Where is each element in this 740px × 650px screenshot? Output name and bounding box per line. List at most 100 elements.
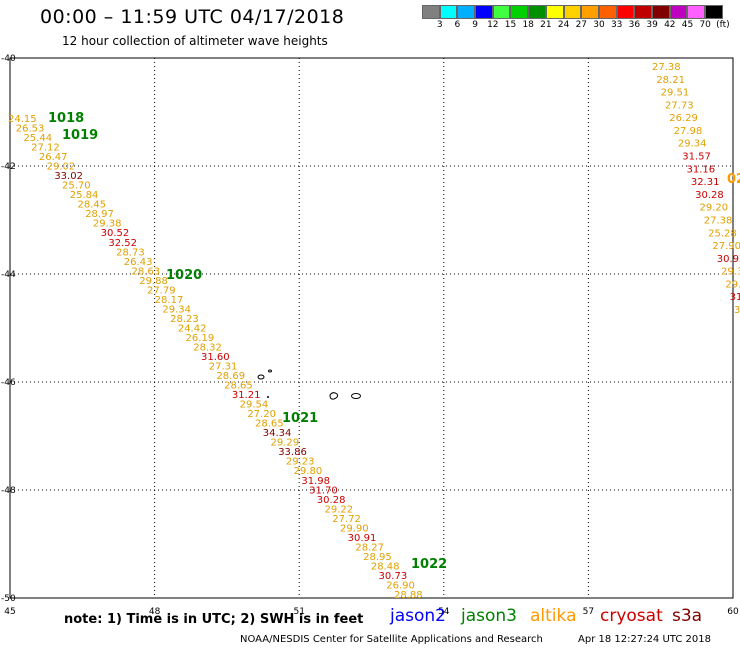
legend-label: 36 [628, 20, 641, 30]
legend-label: (ft) [716, 20, 730, 30]
swh-value-right: 27.38 [652, 62, 681, 73]
legend-jason3: jason3 [461, 606, 517, 626]
lat-tick-label: -40 [1, 54, 16, 64]
legend-s3a: s3a [672, 606, 703, 626]
island-shape [268, 369, 272, 373]
swh-value-right: 29.51 [661, 88, 690, 99]
lat-tick-label: -48 [1, 486, 16, 496]
swh-value-left: 31.70 [309, 485, 338, 496]
swh-value-left: 33.02 [54, 171, 83, 182]
lon-tick-label: 54 [438, 607, 450, 617]
swh-value-right: 28.21 [656, 75, 685, 86]
pressure-label: 1022 [411, 557, 447, 572]
swh-value-left: 29.23 [286, 457, 315, 468]
swh-value-left: 29.02 [47, 162, 76, 173]
legend-color-16 [705, 5, 723, 19]
legend-color-10 [598, 5, 617, 19]
swh-value-left: 29.34 [162, 304, 191, 315]
swh-value-right: 29. [725, 279, 740, 290]
swh-value-left: 28.65 [255, 419, 284, 430]
lat-tick-label: -46 [1, 378, 16, 388]
swh-value-left: 30.28 [317, 495, 346, 506]
swh-value-right: 29.3 [721, 267, 740, 278]
legend-color-8 [563, 5, 582, 19]
footer-timestamp: Apr 18 12:27:24 UTC 2018 [578, 634, 711, 645]
pressure-label: 02 [727, 172, 740, 187]
legend-color-6 [528, 5, 546, 19]
swh-value-left: 30.73 [379, 571, 408, 582]
swh-value-left: 28.32 [193, 342, 222, 353]
legend-label: 9 [472, 20, 478, 30]
swh-value-left: 28.45 [77, 200, 106, 211]
island-shape [257, 374, 265, 380]
legend-label: 18 [522, 20, 534, 30]
swh-value-right: 30.92 [717, 254, 740, 265]
swh-value-left: 27.72 [332, 514, 361, 525]
units-note: note: 1) Time is in UTC; 2) SWH is in fe… [64, 612, 364, 627]
swh-value-left: 26.19 [186, 333, 215, 344]
swh-value-left: 26.90 [386, 580, 415, 591]
swh-value-left: 27.79 [147, 285, 176, 296]
swh-value-left: 28.95 [363, 552, 392, 563]
legend-jason2: jason2 [390, 606, 446, 626]
legend-color-11 [616, 5, 635, 19]
swh-value-left: 28.73 [116, 247, 145, 258]
swh-value-left: 28.63 [132, 266, 161, 277]
swh-value-right: 29.20 [699, 203, 728, 214]
swh-value-left: 28.17 [155, 295, 184, 306]
lon-tick-label: 51 [293, 607, 304, 617]
lon-tick-label: 57 [583, 607, 594, 617]
legend-color-5 [510, 5, 529, 19]
legend-label: 33 [610, 20, 623, 30]
swh-value-right: 30.28 [695, 190, 724, 201]
swh-value-left: 29.90 [340, 523, 369, 534]
lon-tick-label: 45 [4, 607, 15, 617]
swh-value-right: 31.57 [682, 152, 711, 163]
swh-value-left: 27.31 [209, 362, 238, 373]
legend-color-14 [669, 5, 688, 19]
swh-value-left: 29.22 [325, 504, 354, 515]
swh-value-right: 27.90 [712, 241, 740, 252]
swh-value-left: 27.20 [247, 409, 276, 420]
swh-value-right: 32.31 [691, 177, 720, 188]
legend-color-2 [457, 5, 476, 19]
swh-value-left: 29.29 [270, 438, 299, 449]
map-frame [9, 57, 734, 599]
swh-value-left: 24.42 [178, 323, 207, 334]
legend-color-4 [492, 5, 511, 19]
legend-label: 3 [436, 20, 443, 30]
swh-value-left: 31.98 [301, 476, 330, 487]
legend-color-1 [439, 5, 458, 19]
pressure-label: 1020 [166, 268, 202, 283]
legend-color-13 [651, 5, 670, 19]
lat-tick-label: -50 [1, 594, 16, 604]
swh-value-left: 29.88 [139, 276, 168, 287]
island-shape [267, 396, 269, 398]
island-shape [329, 392, 339, 400]
legend-label: 21 [540, 20, 552, 30]
legend-label: 12 [487, 20, 499, 30]
swh-value-left: 28.65 [224, 381, 253, 392]
legend-label: 70 [699, 20, 711, 30]
lat-tick-label: -44 [1, 270, 16, 280]
swh-value-right: 27.98 [674, 126, 703, 137]
swh-value-left: 25.70 [62, 181, 91, 192]
swh-value-left: 28.97 [85, 209, 114, 220]
swh-value-left: 26.47 [39, 152, 68, 163]
swh-value-left: 28.88 [394, 590, 423, 601]
swh-value-left: 30.91 [348, 533, 377, 544]
legend-color-12 [634, 5, 652, 19]
legend-color-7 [545, 5, 564, 19]
swh-value-left: 29.54 [240, 400, 269, 411]
swh-value-right: 31.16 [687, 164, 716, 175]
swh-value-left: 26.43 [124, 257, 153, 268]
legend-label: 45 [681, 20, 694, 30]
pressure-label: 1021 [282, 411, 318, 426]
lon-tick-label: 48 [149, 607, 161, 617]
swh-value-left: 25.84 [70, 190, 99, 201]
color-scale-legend [422, 5, 723, 19]
legend-label: 15 [504, 20, 517, 30]
pressure-label: 1018 [48, 111, 84, 126]
swh-value-left: 28.27 [355, 542, 384, 553]
